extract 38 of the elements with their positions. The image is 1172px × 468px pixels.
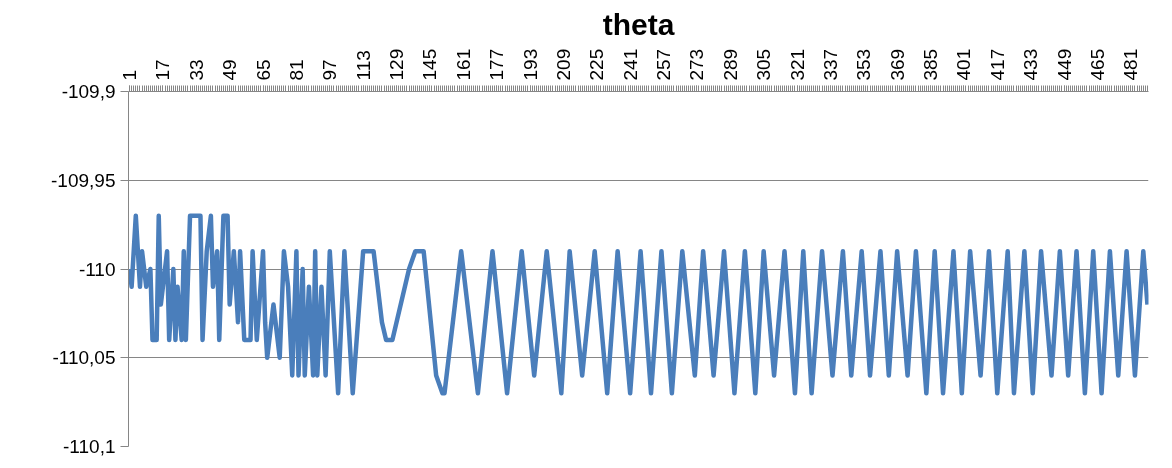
x-tick-label: 481	[1120, 48, 1142, 81]
y-tick-label: -109,95	[51, 169, 116, 191]
x-tick-label: 129	[386, 48, 408, 81]
x-tick-label: 161	[452, 48, 474, 81]
x-tick-label: 449	[1053, 48, 1075, 81]
x-tick-label: 465	[1086, 48, 1108, 81]
x-tick-label: 337	[819, 48, 841, 81]
x-tick-label: 209	[552, 48, 574, 81]
y-tick-label: -109,9	[61, 81, 116, 102]
x-tick-label: 97	[319, 59, 341, 81]
x-tick-label: 1	[119, 69, 141, 81]
x-tick-label: 433	[1020, 48, 1042, 81]
x-tick-label: 369	[886, 48, 908, 81]
x-tick-label: 289	[719, 48, 741, 81]
x-tick-label: 17	[152, 59, 174, 81]
x-tick-label: 273	[686, 48, 708, 81]
line-series	[128, 213, 1149, 396]
x-tick-label: 65	[252, 59, 274, 81]
x-tick-label: 225	[586, 48, 608, 81]
x-tick-label: 113	[352, 50, 374, 81]
x-tick-label: 353	[853, 48, 875, 81]
chart-title: theta	[602, 7, 675, 41]
y-tick-label: -110,1	[63, 436, 116, 457]
x-tick-label: 385	[920, 48, 942, 81]
x-tick-label: 417	[986, 48, 1008, 81]
x-tick-label: 321	[786, 48, 808, 81]
x-tick-label: 177	[486, 48, 508, 81]
x-tick-label: 257	[653, 48, 675, 81]
x-tick-label: 241	[619, 48, 641, 81]
y-tick-label: -110,05	[52, 347, 116, 369]
x-tick-label: 401	[953, 48, 975, 81]
x-tick-label: 33	[185, 59, 207, 81]
x-tick-label: 305	[753, 48, 775, 81]
x-tick-label: 145	[419, 48, 441, 81]
y-tick-label: -110	[78, 258, 116, 280]
x-tick-label: 49	[219, 59, 241, 81]
x-tick-label: 81	[285, 59, 307, 81]
x-tick-label: 193	[519, 48, 541, 81]
